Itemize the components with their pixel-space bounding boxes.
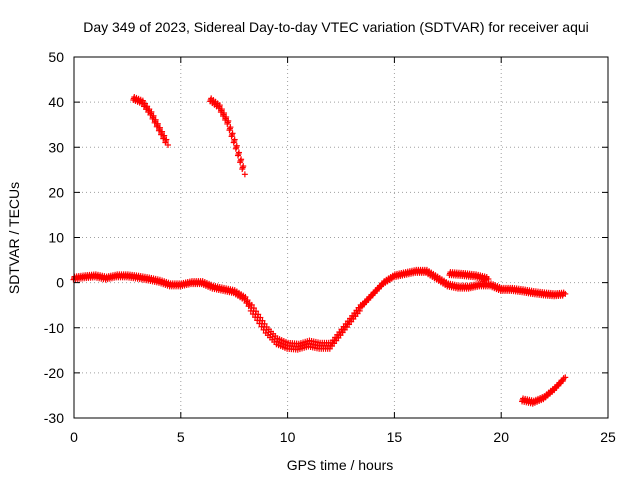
y-tick-label: -30 [44, 410, 64, 426]
x-tick-label: 20 [493, 429, 509, 445]
y-tick-label: 50 [48, 49, 64, 65]
x-tick-label: 10 [280, 429, 296, 445]
y-tick-label: 0 [56, 275, 64, 291]
x-tick-label: 5 [177, 429, 185, 445]
x-axis-label: GPS time / hours [287, 457, 394, 473]
axis-ticks: 0 5 10 15 20 25 -30 -20 -10 0 10 20 30 40 50 [44, 49, 616, 445]
y-axis-label: SDTVAR / TECUs [6, 182, 22, 294]
y-tick-label: 20 [48, 184, 64, 200]
series-main [70, 266, 569, 353]
y-tick-label: 10 [48, 230, 64, 246]
y-tick-label: -10 [44, 320, 64, 336]
data-points [70, 94, 569, 407]
series-arc-d [519, 374, 569, 407]
x-tick-label: 25 [600, 429, 616, 445]
grid-lines [74, 57, 608, 418]
y-tick-label: 30 [48, 139, 64, 155]
series-arc-b [207, 95, 248, 178]
x-tick-label: 15 [387, 429, 403, 445]
x-tick-label: 0 [70, 429, 78, 445]
series-arc-a [130, 94, 171, 148]
y-tick-label: 40 [48, 94, 64, 110]
series-arc-c [446, 269, 492, 283]
y-tick-label: -20 [44, 365, 64, 381]
chart-title: Day 349 of 2023, Sidereal Day-to-day VTE… [83, 19, 589, 35]
